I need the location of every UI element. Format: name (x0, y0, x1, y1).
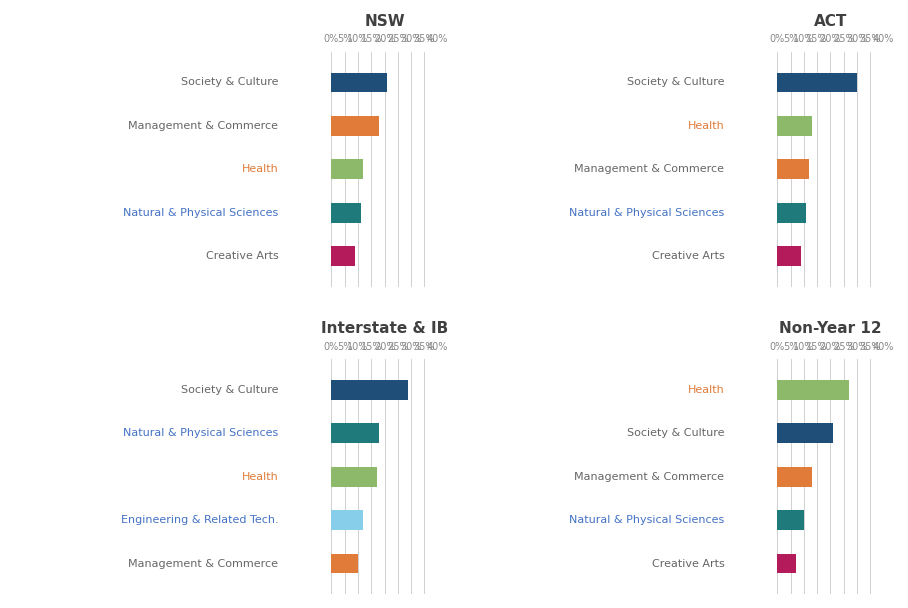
Text: Creative Arts: Creative Arts (652, 559, 725, 568)
Text: Management & Commerce: Management & Commerce (574, 472, 725, 482)
Bar (777, 72, 857, 92)
Title: Interstate & IB: Interstate & IB (321, 322, 449, 336)
Bar (777, 203, 806, 223)
Text: Society & Culture: Society & Culture (181, 77, 279, 88)
Text: Management & Commerce: Management & Commerce (574, 164, 725, 174)
Bar (777, 511, 804, 530)
Text: Health: Health (687, 385, 725, 395)
Bar (331, 246, 355, 266)
Text: Society & Culture: Society & Culture (181, 385, 279, 395)
Text: Natural & Physical Sciences: Natural & Physical Sciences (123, 428, 279, 438)
Title: NSW: NSW (364, 14, 405, 29)
Text: Natural & Physical Sciences: Natural & Physical Sciences (569, 515, 725, 525)
Text: Engineering & Related Tech.: Engineering & Related Tech. (121, 515, 279, 525)
Text: Health: Health (687, 121, 725, 131)
Text: Natural & Physical Sciences: Natural & Physical Sciences (123, 208, 279, 218)
Bar (777, 467, 812, 486)
Bar (331, 554, 358, 573)
Bar (777, 246, 801, 266)
Text: Society & Culture: Society & Culture (627, 428, 725, 438)
Bar (777, 116, 812, 136)
Text: Creative Arts: Creative Arts (652, 251, 725, 261)
Bar (777, 554, 796, 573)
Bar (331, 159, 363, 179)
Text: Management & Commerce: Management & Commerce (128, 121, 279, 131)
Text: Health: Health (242, 164, 279, 174)
Bar (777, 159, 809, 179)
Bar (331, 467, 377, 486)
Bar (331, 72, 387, 92)
Title: Non-Year 12: Non-Year 12 (779, 322, 882, 336)
Bar (331, 116, 380, 136)
Bar (331, 423, 380, 443)
Text: Natural & Physical Sciences: Natural & Physical Sciences (569, 208, 725, 218)
Text: Society & Culture: Society & Culture (627, 77, 725, 88)
Bar (331, 511, 363, 530)
Text: Management & Commerce: Management & Commerce (128, 559, 279, 568)
Bar (331, 380, 409, 399)
Bar (777, 423, 833, 443)
Text: Health: Health (242, 472, 279, 482)
Text: Creative Arts: Creative Arts (205, 251, 279, 261)
Bar (777, 380, 849, 399)
Title: ACT: ACT (814, 14, 847, 29)
Bar (331, 203, 360, 223)
